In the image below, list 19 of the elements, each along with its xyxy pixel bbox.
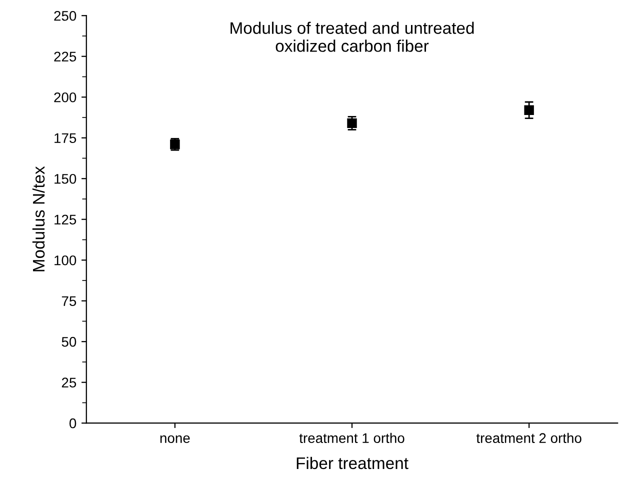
y-tick-label: 175: [54, 133, 76, 144]
x-tick-label: none: [160, 435, 190, 444]
y-tick-label: 225: [54, 52, 76, 62]
y-tick-label: 50: [62, 336, 76, 347]
x-tick-label: treatment 1 ortho: [299, 432, 404, 444]
y-tick-label: 200: [54, 92, 76, 102]
text: Modulus of treated and untreated oxidized carbon fiber: [230, 22, 474, 52]
y-tick-label: 75: [62, 296, 76, 306]
x-tick-label: treatment 2 ortho: [476, 432, 582, 444]
y-tick-label: 25: [62, 378, 76, 388]
y-tick-label: 125: [54, 214, 76, 225]
x-axis-title: Fiber treatment: [296, 456, 408, 470]
y-tick-label: 150: [54, 174, 76, 184]
point: [347, 118, 357, 128]
y-tick-label: 250: [54, 10, 76, 21]
y-axis-title: Modulus N/tex: [32, 166, 45, 272]
point: [524, 105, 534, 116]
y-tick-label: 100: [54, 255, 76, 266]
y-tick-label: 0: [69, 418, 76, 428]
